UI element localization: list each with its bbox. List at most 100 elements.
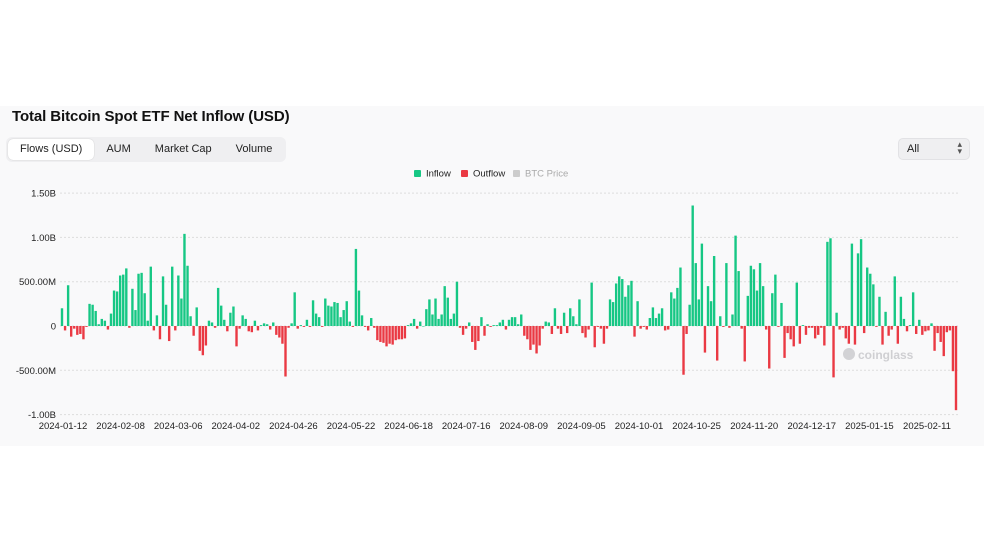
inflow-bar <box>455 281 459 326</box>
inflow-bar <box>918 319 921 326</box>
metric-tabs: Flows (USD) AUM Market Cap Volume <box>6 137 287 162</box>
inflow-bar <box>164 304 168 326</box>
x-tick-label: 2024-08-09 <box>499 421 548 432</box>
inflow-bar <box>691 205 694 326</box>
outflow-bar <box>813 326 817 339</box>
outflow-bar <box>201 326 205 356</box>
outflow-bar <box>79 326 82 334</box>
outflow-bar <box>541 326 544 329</box>
outflow-bar <box>238 326 241 329</box>
outflow-bar <box>379 326 382 342</box>
outflow-bar <box>73 326 76 329</box>
outflow-bar <box>948 326 952 331</box>
outflow-bar <box>504 326 508 330</box>
x-tick-label: 2024-06-18 <box>384 421 433 432</box>
inflow-bar <box>850 243 854 326</box>
inflow-bar <box>507 319 511 326</box>
inflow-bar <box>100 318 103 326</box>
outflow-bar <box>945 326 949 333</box>
inflow-bar <box>336 302 339 326</box>
tab-flows-usd[interactable]: Flows (USD) <box>8 139 95 160</box>
inflow-bar <box>345 301 348 326</box>
outflow-bar <box>321 326 324 327</box>
outflow-bar <box>382 326 385 343</box>
inflow-bar <box>272 322 275 326</box>
tab-aum[interactable]: AUM <box>106 143 131 155</box>
outflow-bar <box>862 326 866 334</box>
inflow-bar <box>700 243 704 326</box>
outflow-bar <box>529 326 532 350</box>
inflow-bar <box>878 296 881 326</box>
inflow-bar <box>223 319 226 326</box>
outflow-bar <box>853 326 857 345</box>
outflow-bar <box>798 326 802 344</box>
inflow-bar <box>409 323 413 326</box>
inflow-bar <box>501 319 505 326</box>
outflow-bar <box>599 326 603 329</box>
inflow-bar <box>314 313 318 326</box>
outflow-bar <box>247 326 250 332</box>
inflow-bar <box>357 290 361 326</box>
inflow-bar <box>468 322 471 326</box>
inflow-bar <box>412 318 416 326</box>
inflow-bar <box>899 296 903 326</box>
inflow-bar <box>140 272 143 326</box>
inflow-bar <box>884 311 887 326</box>
outflow-bar <box>275 326 278 335</box>
outflow-bar <box>281 326 284 344</box>
inflow-bar <box>660 308 664 326</box>
inflow-bar <box>97 324 100 326</box>
outflow-bar <box>167 326 171 342</box>
inflow-bar <box>428 299 431 326</box>
outflow-bar <box>559 326 563 334</box>
outflow-bar <box>847 326 851 344</box>
x-tick-label: 2024-09-05 <box>557 421 606 432</box>
inflow-bar <box>125 268 128 326</box>
inflow-bar <box>630 280 633 326</box>
inflow-bar <box>330 306 333 326</box>
tab-market-cap[interactable]: Market Cap <box>154 143 212 155</box>
outflow-bar <box>351 326 355 327</box>
outflow-bar <box>792 326 795 347</box>
outflow-bar <box>204 326 208 346</box>
inflow-bar <box>146 320 149 326</box>
legend-label: Inflow <box>426 169 451 180</box>
outflow-bar <box>810 326 814 328</box>
inflow-bar <box>636 301 639 326</box>
outflow-bar <box>287 326 290 328</box>
inflow-bar <box>171 266 174 326</box>
outflow-bar <box>887 326 890 336</box>
outflow-bar <box>550 326 554 334</box>
inflow-bar <box>624 296 627 326</box>
x-tick-label: 2024-03-06 <box>154 421 203 432</box>
range-select[interactable]: All ▴ ▾ <box>898 138 970 160</box>
outflow-bar <box>213 326 217 328</box>
inflow-bar <box>719 316 722 326</box>
tab-volume[interactable]: Volume <box>235 143 273 155</box>
inflow-bar <box>103 320 107 326</box>
outflow-bar <box>768 326 771 369</box>
inflow-bar <box>547 322 550 326</box>
outflow-bar <box>764 326 768 330</box>
inflow-bar <box>697 299 701 326</box>
outflow-bar <box>844 326 847 339</box>
outflow-bar <box>296 326 299 329</box>
outflow-bar <box>152 326 156 331</box>
y-tick-label: 500.00M <box>19 277 56 288</box>
watermark: coinglass <box>858 348 914 362</box>
legend-swatch <box>513 170 520 177</box>
outflow-bar <box>581 326 584 334</box>
inflow-bar <box>694 263 697 326</box>
outflow-bar <box>63 326 67 331</box>
outflow-bar <box>832 326 835 378</box>
inflow-bar <box>342 310 345 326</box>
outflow-bar <box>82 326 85 340</box>
inflow-bar <box>712 256 716 326</box>
inflow-bar <box>621 279 624 326</box>
inflow-bar <box>893 276 896 326</box>
outflow-bar <box>256 326 260 331</box>
inflow-bar <box>94 310 97 326</box>
outflow-bar <box>85 326 88 327</box>
inflow-bar <box>578 299 581 326</box>
inflow-bar <box>443 286 446 326</box>
